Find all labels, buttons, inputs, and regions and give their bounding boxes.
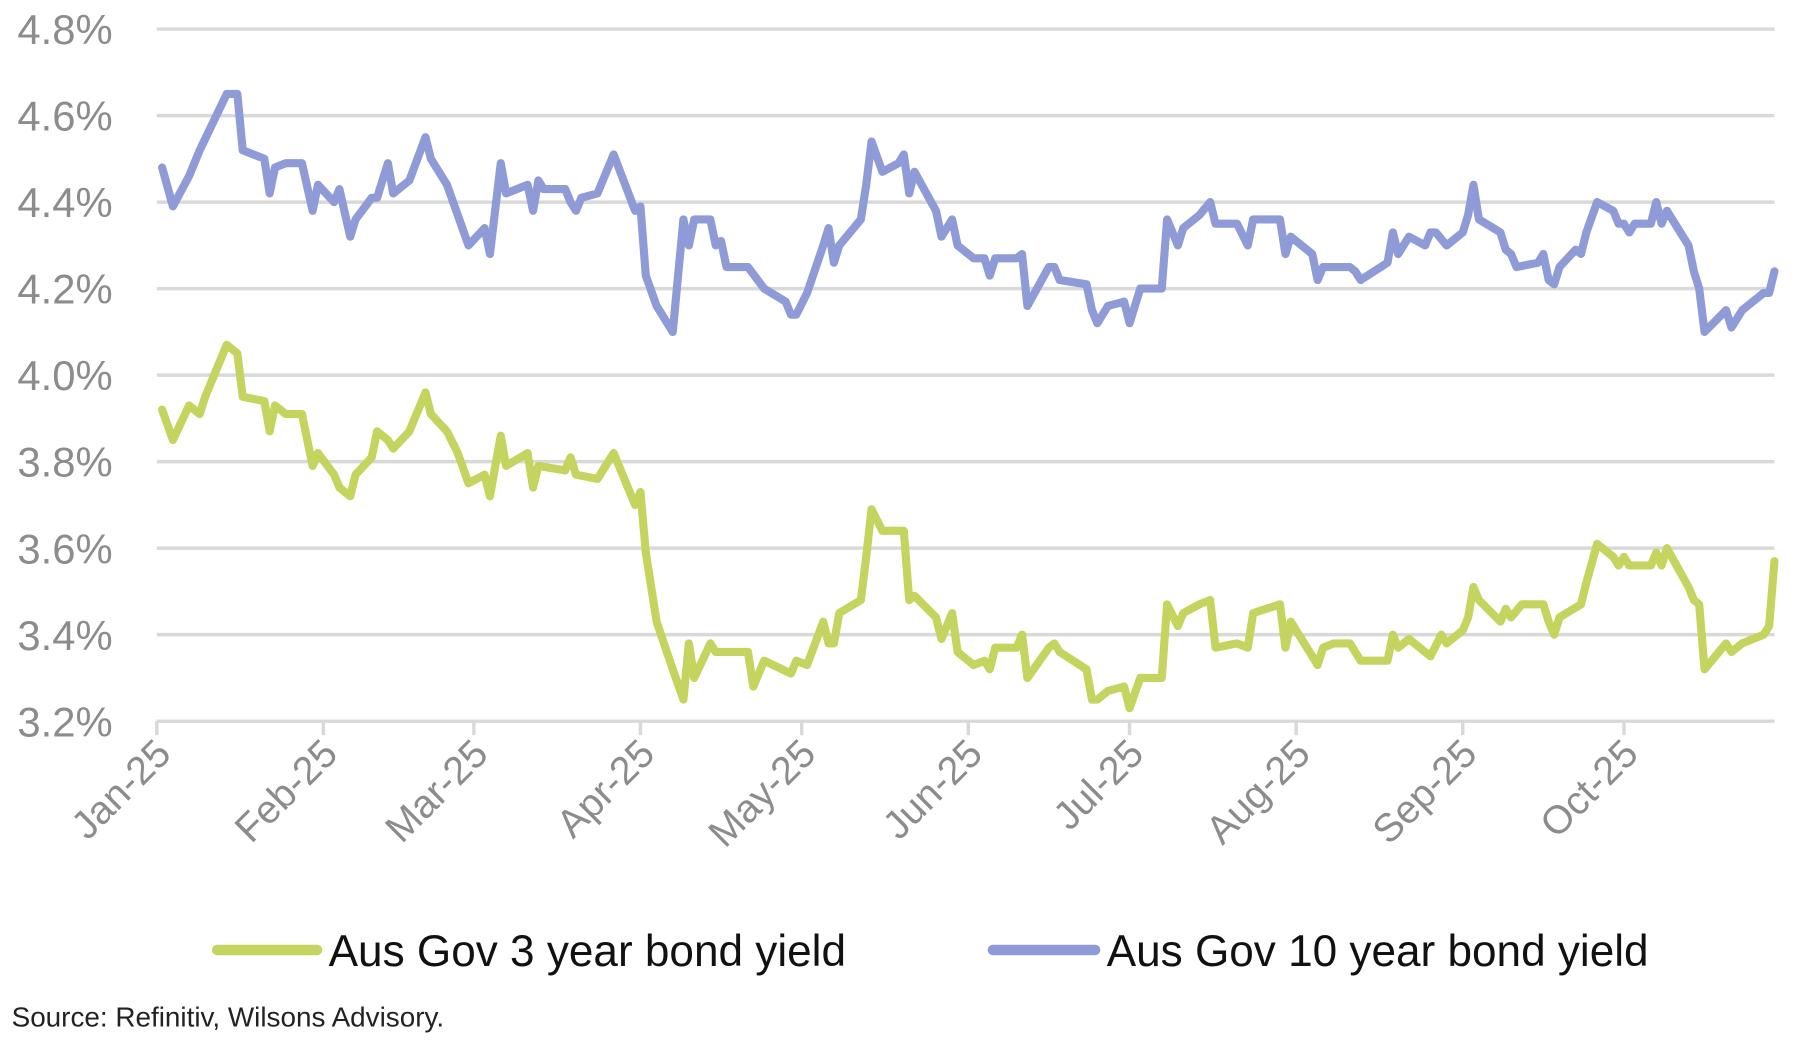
x-tick-label: Feb-25 — [226, 731, 346, 851]
y-tick-label: 4.4% — [17, 179, 112, 226]
x-tick-label: Sep-25 — [1364, 731, 1485, 852]
legend-label-10y: Aus Gov 10 year bond yield — [1107, 927, 1649, 976]
y-tick-label: 4.0% — [17, 352, 112, 399]
series-line-3y — [158, 340, 1779, 713]
y-axis-ticks: 3.2% 3.4% 3.6% 3.8% 4.0% 4.2% 4.4% 4.6% 4.8% — [17, 6, 112, 745]
legend-item-3y: Aus Gov 3 year bond yield — [211, 927, 846, 976]
legend-item-10y: Aus Gov 10 year bond yield — [987, 927, 1649, 976]
series-lines — [158, 89, 1779, 713]
y-tick-label: 3.4% — [17, 612, 112, 659]
legend-label-3y: Aus Gov 3 year bond yield — [329, 927, 846, 976]
y-tick-label: 3.6% — [17, 525, 112, 572]
x-tick-label: Jan-25 — [63, 731, 179, 847]
x-axis-ticks: Jan-25 Feb-25 Mar-25 Apr-25 May-25 Jun-25 Jul-… — [63, 721, 1647, 855]
x-tick-label: Apr-25 — [548, 731, 663, 846]
x-tick-label: Aug-25 — [1198, 731, 1319, 852]
source-note: Source: Refinitiv, Wilsons Advisory. — [12, 1002, 444, 1033]
series-line-10y — [158, 89, 1779, 336]
x-tick-label: Mar-25 — [377, 731, 497, 851]
x-tick-label: May-25 — [700, 731, 824, 855]
x-tick-label: Jul-25 — [1045, 731, 1152, 838]
x-tick-label: Oct-25 — [1532, 731, 1647, 846]
x-tick-label: Jun-25 — [874, 731, 990, 847]
y-tick-label: 4.2% — [17, 266, 112, 313]
y-tick-label: 3.2% — [17, 698, 112, 745]
y-tick-label: 4.8% — [17, 6, 112, 53]
gridlines — [156, 27, 1775, 637]
y-tick-label: 4.6% — [17, 93, 112, 140]
legend: Aus Gov 3 year bond yield Aus Gov 10 yea… — [211, 927, 1649, 976]
y-tick-label: 3.8% — [17, 439, 112, 486]
